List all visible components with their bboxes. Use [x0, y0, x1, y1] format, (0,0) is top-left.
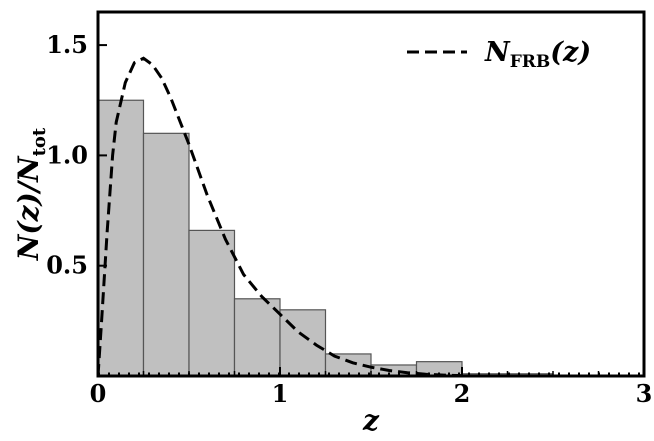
nfrb-curve: [96, 56, 463, 378]
histogram-bar: [233, 298, 281, 377]
tick-labels: 0 1 2 3 0.5 1.0 1.5: [46, 30, 652, 408]
legend-label: NFRB(z): [484, 37, 591, 72]
y-tick-label: 1.0: [46, 140, 88, 169]
axis-ticks: [97, 44, 645, 376]
y-tick-label: 1.5: [46, 30, 88, 59]
x-tick-label: 3: [636, 379, 653, 408]
y-axis-label: N(z)/Ntot: [12, 127, 50, 261]
histogram-bar: [188, 229, 236, 377]
x-tick-label: 2: [454, 379, 471, 408]
y-axis-label-subscript: tot: [29, 127, 50, 156]
histogram-bar: [97, 99, 145, 377]
histogram-bar: [142, 132, 190, 377]
x-tick-label: 1: [272, 379, 289, 408]
legend-label-suffix: (z): [550, 37, 591, 68]
y-axis-label-main: N(z)/N: [12, 155, 45, 261]
legend-label-main: N: [484, 37, 511, 68]
legend: NFRB(z): [407, 37, 591, 72]
y-tick-label: 0.5: [46, 251, 88, 280]
x-axis-label: z: [362, 404, 380, 437]
legend-label-subscript: FRB: [510, 52, 551, 72]
histogram-bars: [97, 99, 554, 377]
x-tick-label: 0: [90, 379, 107, 408]
